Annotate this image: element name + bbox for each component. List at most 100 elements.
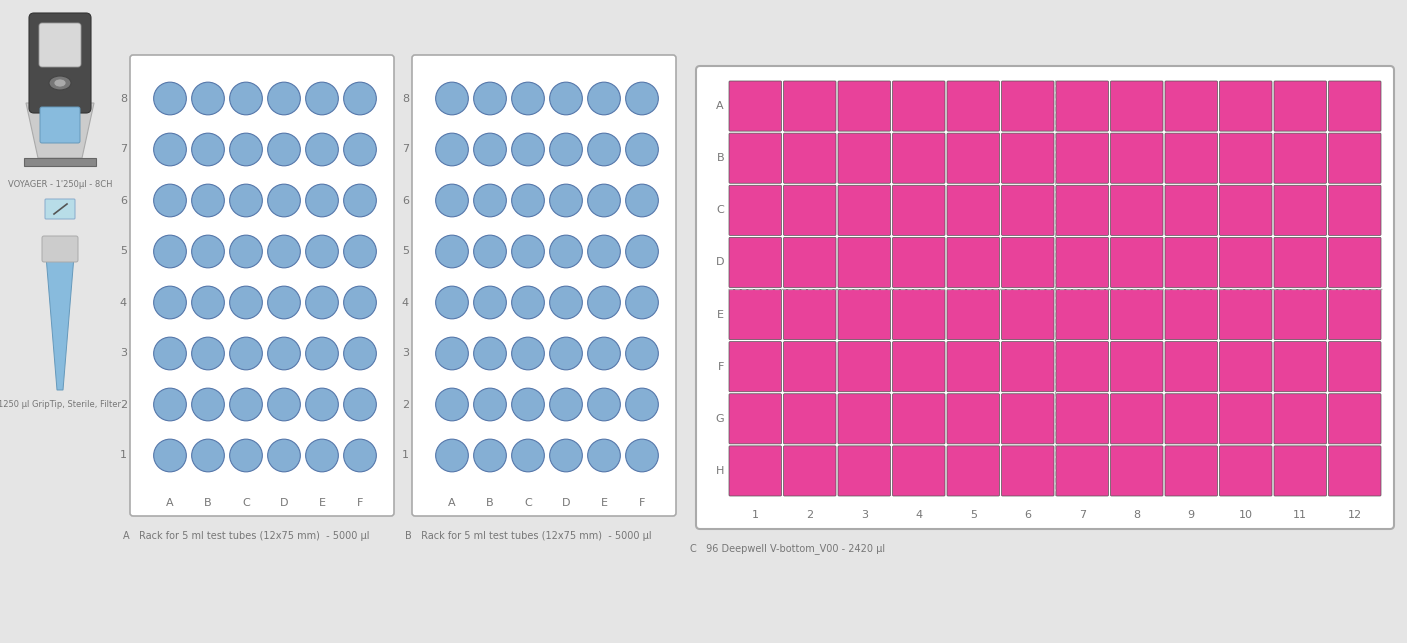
Text: H: H [716,466,725,476]
Circle shape [153,133,186,166]
Circle shape [305,235,338,268]
FancyBboxPatch shape [1328,394,1382,444]
FancyBboxPatch shape [696,66,1394,529]
FancyBboxPatch shape [1057,185,1109,235]
FancyBboxPatch shape [784,446,836,496]
Polygon shape [25,103,94,158]
FancyBboxPatch shape [1057,289,1109,340]
Circle shape [267,133,300,166]
FancyBboxPatch shape [1328,133,1382,183]
FancyBboxPatch shape [729,185,781,235]
Circle shape [191,133,224,166]
FancyBboxPatch shape [1165,446,1217,496]
Text: 5: 5 [120,246,127,257]
Circle shape [512,388,545,421]
Circle shape [626,235,658,268]
Text: G: G [715,414,725,424]
FancyBboxPatch shape [784,133,836,183]
Text: F: F [639,498,646,508]
FancyBboxPatch shape [839,81,891,131]
FancyBboxPatch shape [1002,185,1054,235]
Circle shape [626,82,658,115]
FancyBboxPatch shape [1328,341,1382,392]
Circle shape [550,286,582,319]
FancyBboxPatch shape [947,185,999,235]
Circle shape [229,184,262,217]
FancyBboxPatch shape [1220,289,1272,340]
Circle shape [153,235,186,268]
FancyBboxPatch shape [1110,341,1164,392]
Text: B: B [204,498,212,508]
FancyBboxPatch shape [39,23,82,67]
Circle shape [191,286,224,319]
FancyBboxPatch shape [1057,446,1109,496]
Circle shape [550,337,582,370]
Circle shape [512,439,545,472]
Circle shape [588,184,620,217]
Text: 6: 6 [1024,510,1031,520]
FancyBboxPatch shape [784,341,836,392]
FancyBboxPatch shape [1273,394,1327,444]
Circle shape [153,388,186,421]
Circle shape [343,184,376,217]
Circle shape [512,184,545,217]
Circle shape [267,235,300,268]
Text: C   96 Deepwell V-bottom_V00 - 2420 µl: C 96 Deepwell V-bottom_V00 - 2420 µl [689,543,885,554]
Text: VOYAGER - 1'250µl - 8CH: VOYAGER - 1'250µl - 8CH [8,180,113,189]
FancyBboxPatch shape [947,81,999,131]
Ellipse shape [49,76,70,90]
Text: 5: 5 [402,246,409,257]
Text: A: A [166,498,174,508]
Circle shape [343,388,376,421]
Circle shape [588,388,620,421]
FancyBboxPatch shape [892,185,946,235]
FancyBboxPatch shape [1273,185,1327,235]
FancyBboxPatch shape [839,133,891,183]
Circle shape [436,286,469,319]
FancyBboxPatch shape [1165,394,1217,444]
FancyBboxPatch shape [24,158,96,166]
Text: D: D [561,498,570,508]
Circle shape [267,286,300,319]
Circle shape [305,439,338,472]
Text: 5: 5 [969,510,976,520]
Circle shape [512,133,545,166]
Text: 6: 6 [402,195,409,206]
Circle shape [474,184,507,217]
FancyBboxPatch shape [1002,133,1054,183]
FancyBboxPatch shape [412,55,675,516]
Text: A: A [716,101,725,111]
FancyBboxPatch shape [729,394,781,444]
Text: 10: 10 [1238,510,1252,520]
FancyBboxPatch shape [1057,237,1109,287]
Circle shape [153,82,186,115]
Circle shape [191,439,224,472]
Circle shape [436,82,469,115]
Circle shape [343,82,376,115]
Text: D: D [280,498,288,508]
FancyBboxPatch shape [784,394,836,444]
Circle shape [153,439,186,472]
FancyBboxPatch shape [729,133,781,183]
Text: B   Rack for 5 ml test tubes (12x75 mm)  - 5000 µl: B Rack for 5 ml test tubes (12x75 mm) - … [405,531,651,541]
Text: 4: 4 [120,298,127,307]
Text: 9: 9 [1188,510,1195,520]
FancyBboxPatch shape [1002,81,1054,131]
FancyBboxPatch shape [1273,446,1327,496]
Circle shape [229,286,262,319]
Circle shape [512,82,545,115]
Text: 1250 µl GripTip, Sterile, Filter: 1250 µl GripTip, Sterile, Filter [0,400,121,409]
Circle shape [588,439,620,472]
FancyBboxPatch shape [1220,185,1272,235]
Circle shape [474,286,507,319]
Text: A   Rack for 5 ml test tubes (12x75 mm)  - 5000 µl: A Rack for 5 ml test tubes (12x75 mm) - … [122,531,370,541]
Text: 7: 7 [1079,510,1086,520]
Text: 1: 1 [751,510,758,520]
Circle shape [588,82,620,115]
FancyBboxPatch shape [839,289,891,340]
FancyBboxPatch shape [1220,237,1272,287]
FancyBboxPatch shape [1165,81,1217,131]
Circle shape [153,286,186,319]
Circle shape [343,337,376,370]
FancyBboxPatch shape [1220,81,1272,131]
